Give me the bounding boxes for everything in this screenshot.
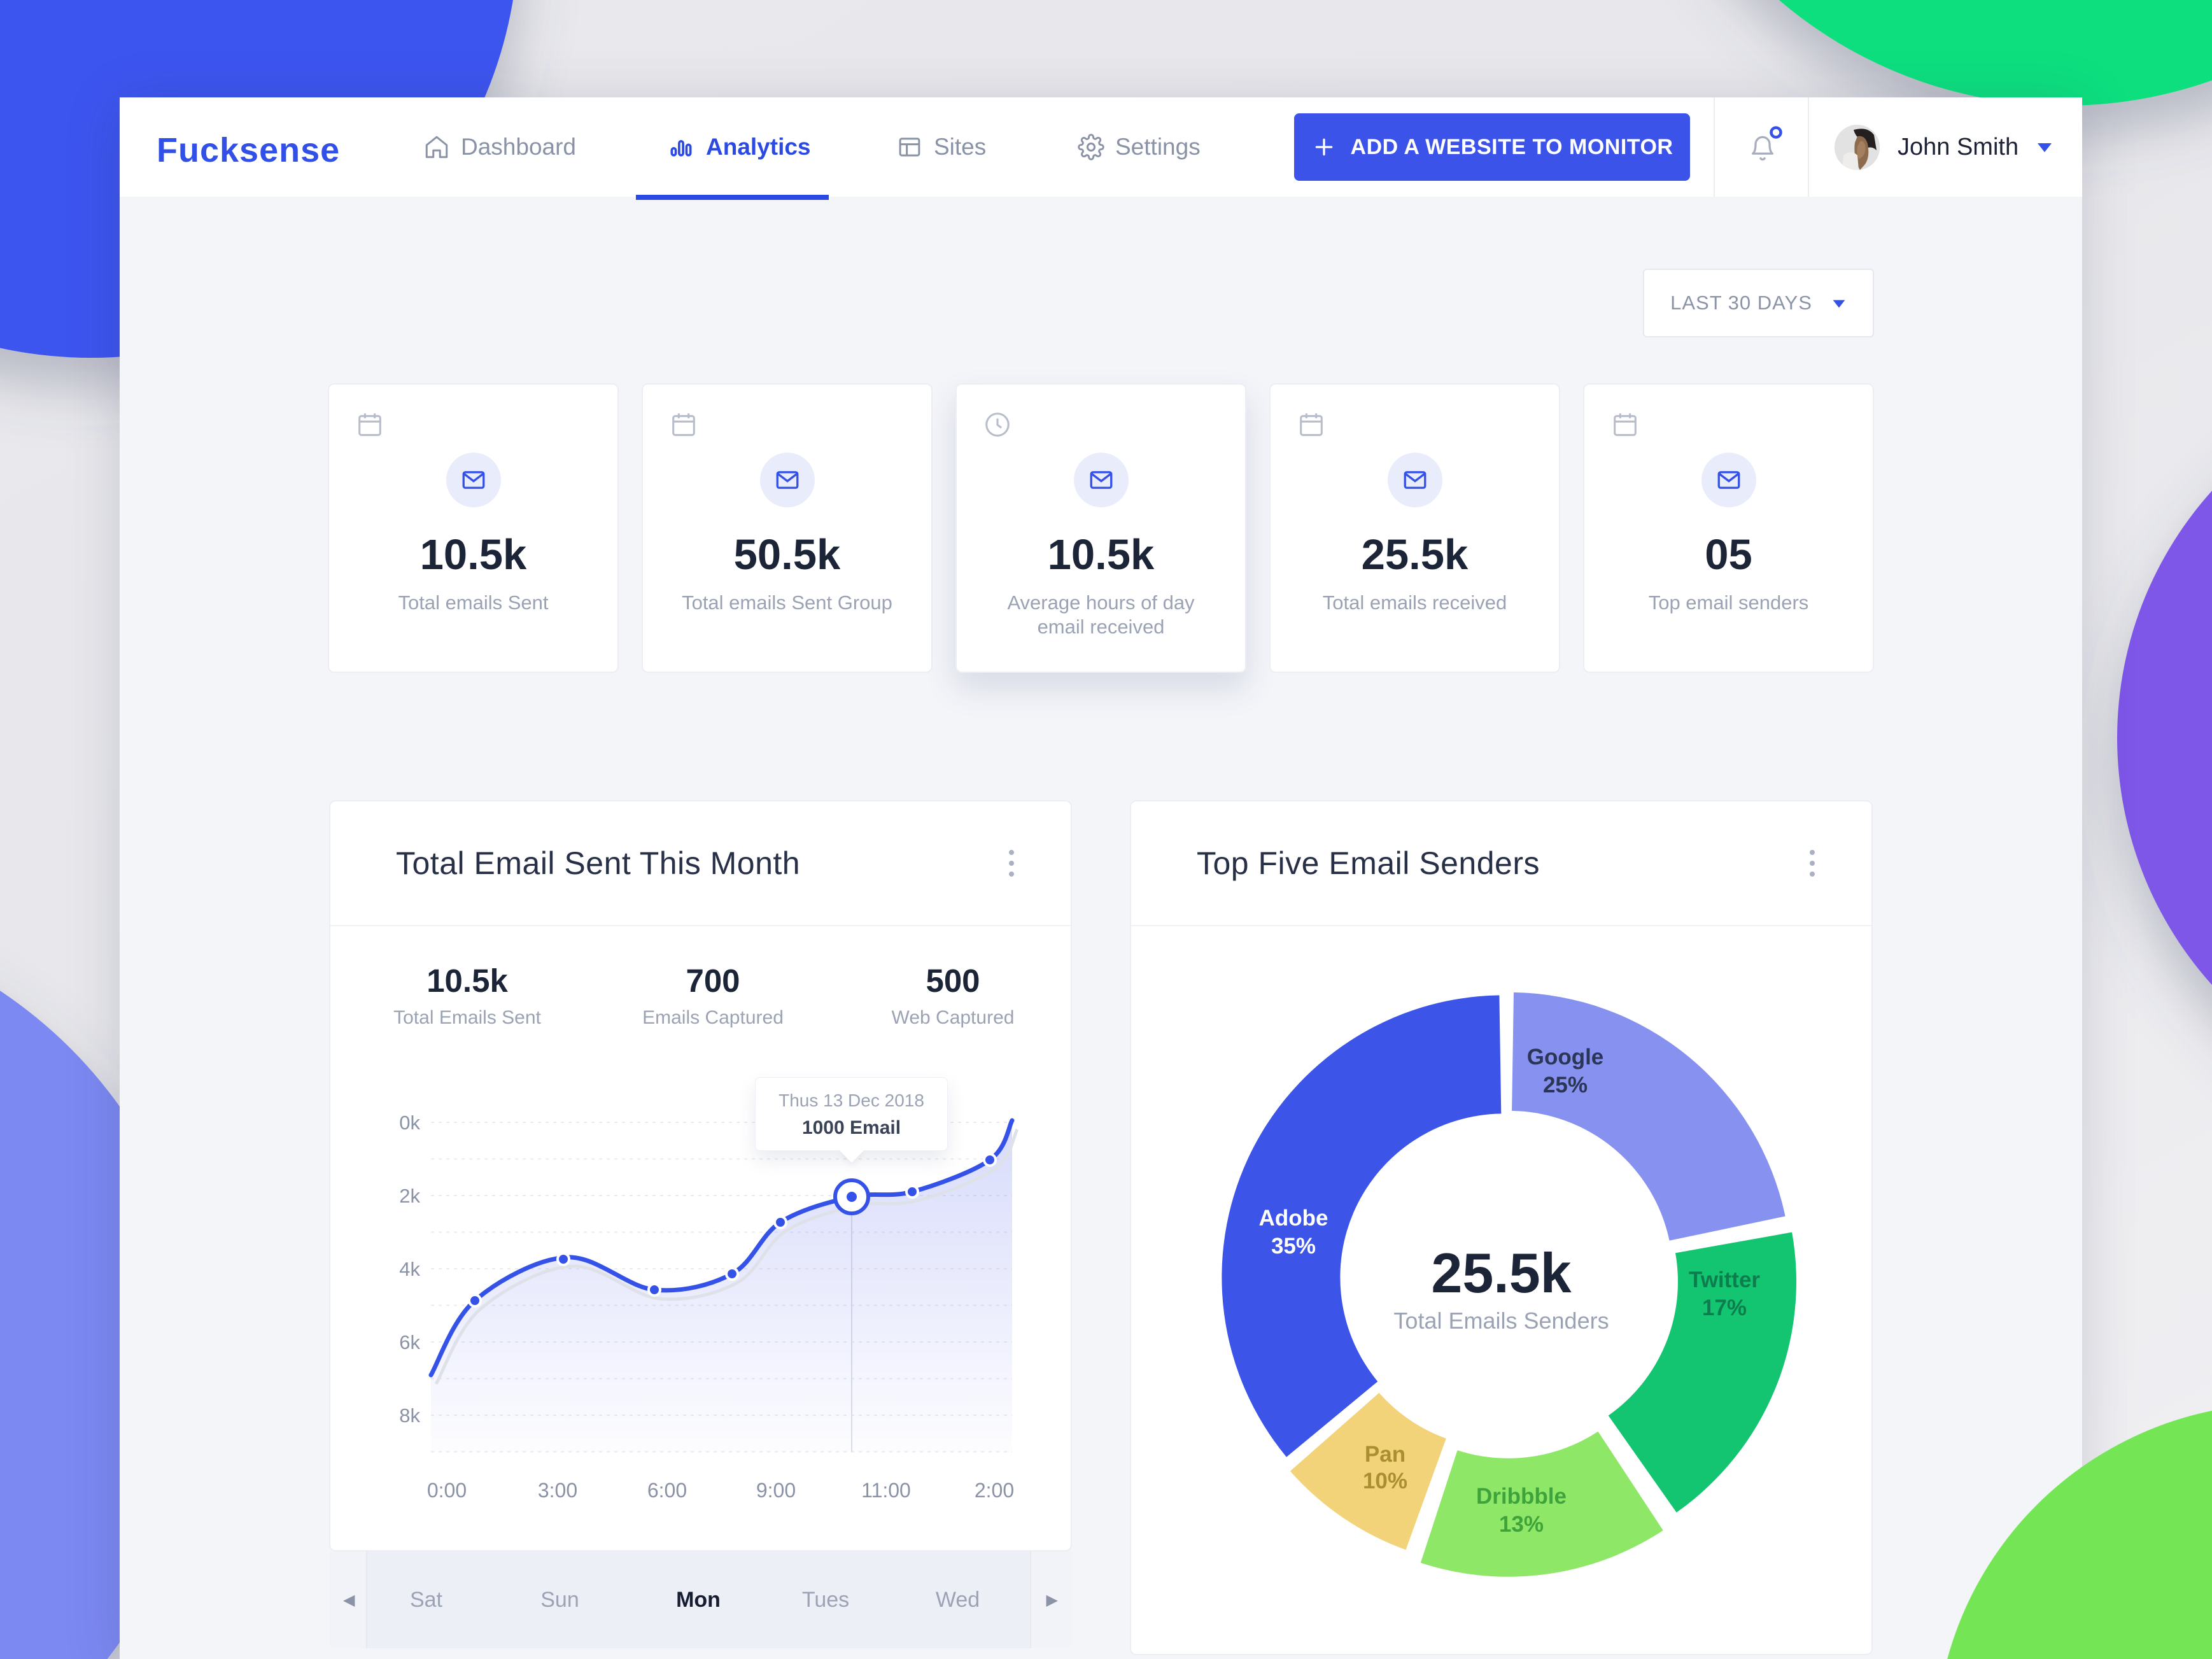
svg-text:13%: 13% <box>1499 1512 1544 1537</box>
svg-text:4k: 4k <box>399 1258 420 1280</box>
svg-text:10%: 10% <box>1363 1469 1407 1493</box>
svg-text:9:00: 9:00 <box>756 1479 796 1502</box>
svg-text:2k: 2k <box>399 1185 420 1207</box>
svg-text:3:00: 3:00 <box>538 1479 577 1502</box>
svg-text:6:00: 6:00 <box>647 1479 687 1502</box>
svg-text:35%: 35% <box>1271 1234 1316 1259</box>
svg-text:0:00: 0:00 <box>427 1479 467 1502</box>
svg-text:Pan: Pan <box>1365 1442 1405 1467</box>
svg-text:11:00: 11:00 <box>861 1479 911 1502</box>
svg-text:6k: 6k <box>399 1331 420 1353</box>
svg-text:Google: Google <box>1527 1045 1604 1070</box>
svg-text:Twitter: Twitter <box>1689 1267 1761 1292</box>
svg-text:2:00: 2:00 <box>975 1479 1014 1502</box>
svg-text:17%: 17% <box>1702 1295 1747 1320</box>
svg-text:25%: 25% <box>1543 1073 1588 1098</box>
svg-text:0k: 0k <box>399 1112 420 1134</box>
svg-text:Dribbble: Dribbble <box>1476 1484 1567 1509</box>
svg-text:8k: 8k <box>399 1404 420 1427</box>
svg-text:Adobe: Adobe <box>1259 1206 1328 1231</box>
